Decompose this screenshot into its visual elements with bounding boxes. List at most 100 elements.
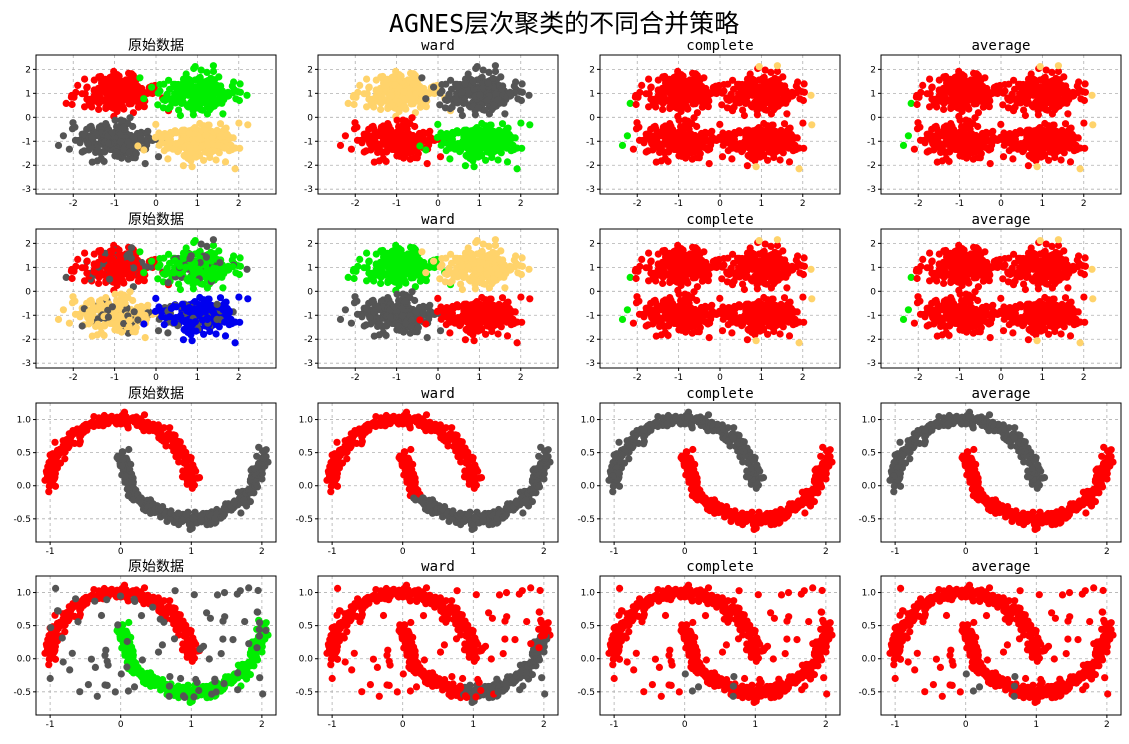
point [108,303,116,311]
point [176,88,184,96]
x-tick-label: -2 [914,199,923,209]
point [365,95,373,103]
point [704,103,712,111]
point [683,95,691,103]
point [1053,101,1061,109]
point [223,130,231,139]
point [913,100,921,109]
point [187,252,195,260]
point [375,157,383,165]
point [769,121,777,129]
point [140,103,148,111]
point [134,316,142,324]
point [730,139,738,147]
point [368,123,376,131]
point [243,91,251,99]
x-tick-label: -2 [69,199,78,209]
point [970,142,979,150]
point [666,120,674,128]
subplot-title: 原始数据 [128,38,184,54]
x-tick-label: -2 [633,199,642,209]
point [487,121,495,129]
point [740,111,749,120]
figure-title: AGNES层次聚类的不同合并策略 [389,9,739,38]
point [1069,90,1077,98]
point [491,67,500,76]
point [382,157,390,165]
point [442,147,450,155]
point [154,327,163,335]
point [1036,124,1044,132]
point [54,315,63,323]
point [654,94,662,102]
y-tick-label: -2 [22,161,31,171]
point [93,87,101,95]
point [670,101,678,109]
point [526,121,534,129]
point [977,150,985,158]
point [341,132,349,140]
point [929,140,937,148]
point [81,90,89,98]
point [171,257,179,265]
point [623,132,632,140]
point [1026,152,1034,160]
point [199,106,207,114]
point [1068,130,1076,139]
point [648,140,656,148]
point [760,119,768,128]
point [941,73,950,81]
point [1051,153,1059,162]
point [76,313,84,321]
point [231,165,239,173]
y-tick-label: -3 [304,185,313,195]
point [1010,76,1018,84]
point [473,144,481,152]
point [430,83,438,91]
point [127,70,136,78]
point [772,101,780,109]
point [448,139,456,147]
point [386,139,394,147]
point [1040,135,1048,143]
point [232,269,240,277]
point [765,96,773,104]
point [154,153,163,161]
point [81,249,89,257]
point [393,116,401,124]
point [221,332,230,340]
point [945,157,953,165]
point [718,153,727,161]
point [93,331,101,339]
point [125,148,133,157]
point [650,123,658,131]
point [694,90,702,98]
point [127,80,135,88]
point [209,236,217,244]
point [107,74,115,82]
point [1011,139,1019,147]
point [979,142,987,150]
point [993,83,1001,91]
point [65,145,73,153]
point [419,134,427,143]
point [680,138,689,146]
point [698,142,706,150]
point [712,83,720,91]
point [1048,141,1056,150]
point [243,265,251,273]
point [423,89,432,97]
point [436,101,444,109]
point [129,122,137,131]
point [426,127,434,135]
point [1020,106,1028,114]
point [740,88,748,96]
point [83,95,91,103]
point [95,98,103,106]
point [59,306,67,314]
point [473,63,481,71]
points [54,62,252,173]
point [1058,141,1066,149]
point [195,135,203,143]
